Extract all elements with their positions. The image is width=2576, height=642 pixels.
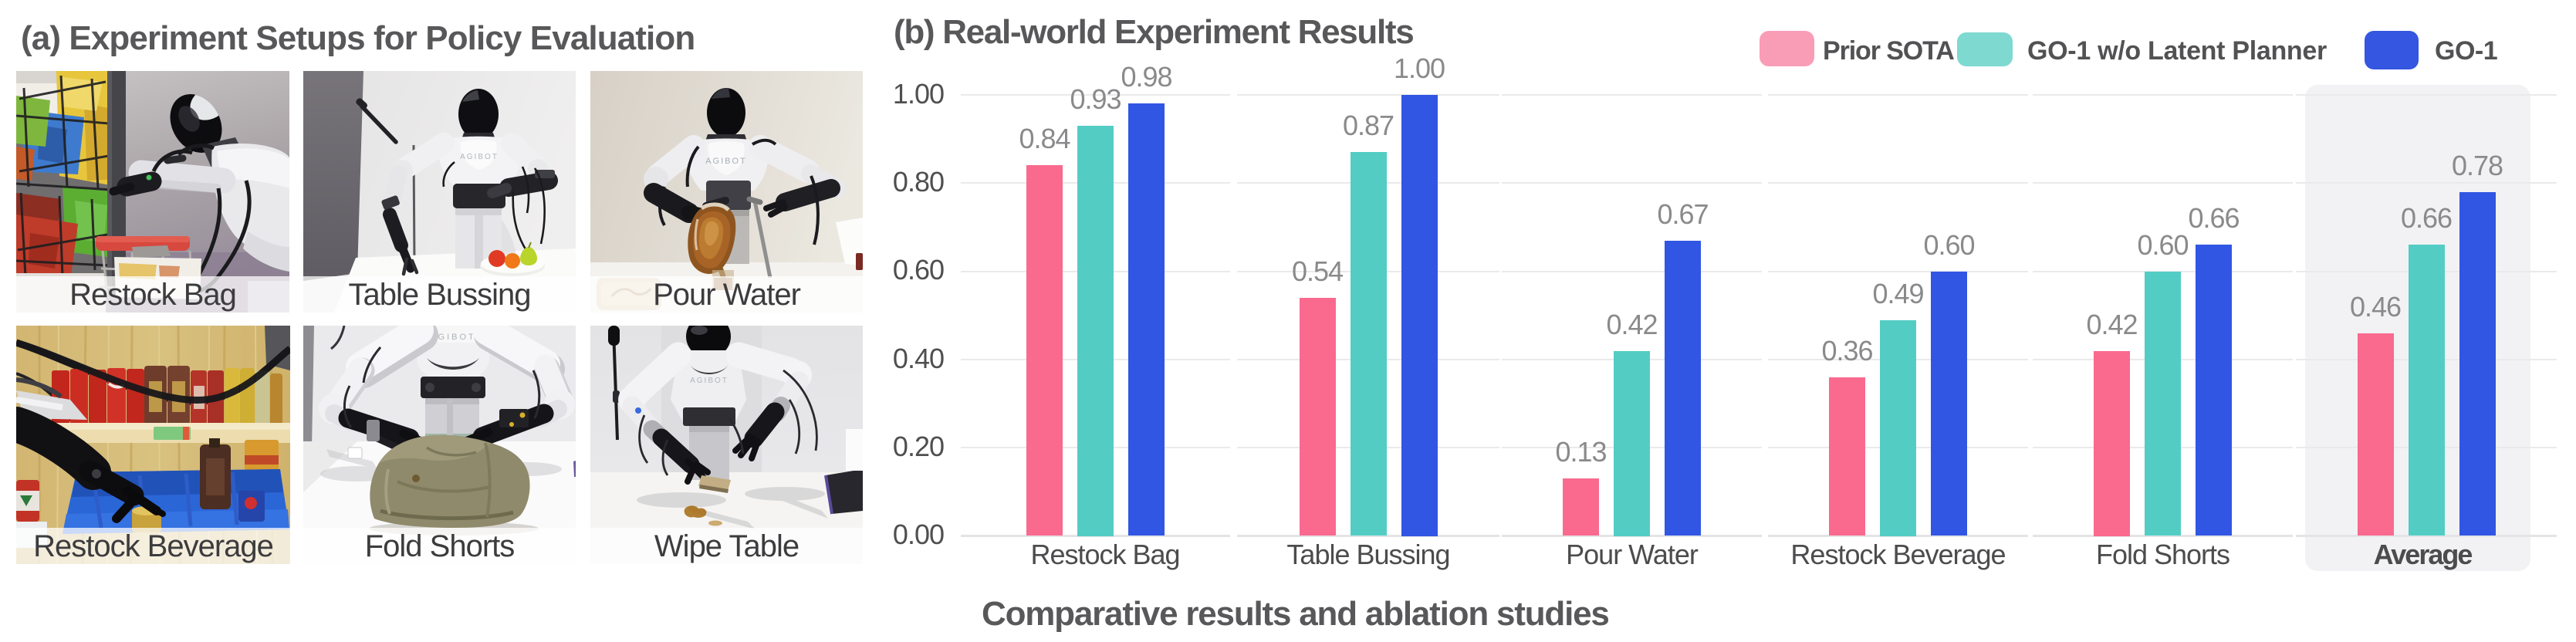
svg-text:AGIBOT: AGIBOT bbox=[690, 377, 729, 385]
svg-text:AGIBOT: AGIBOT bbox=[460, 153, 499, 161]
svg-text:AGIBOT: AGIBOT bbox=[705, 157, 747, 166]
svg-text:AGIBOT: AGIBOT bbox=[430, 333, 476, 342]
